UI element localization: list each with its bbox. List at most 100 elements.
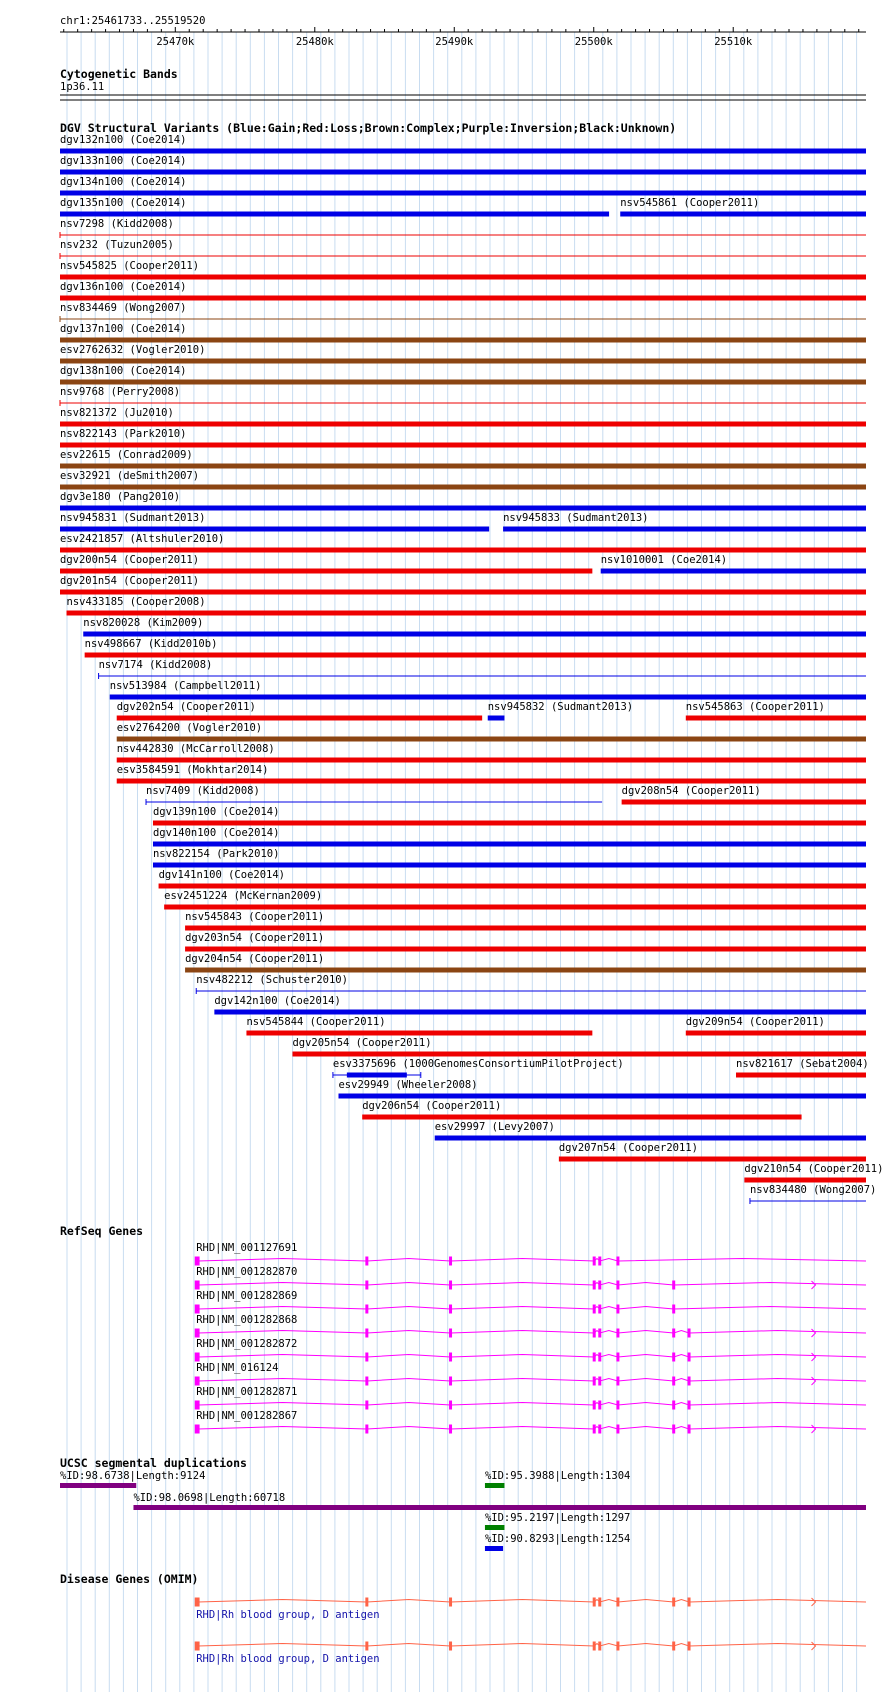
- variant-bar: [736, 1072, 866, 1078]
- variant-label: nsv1010001 (Coe2014): [601, 554, 727, 566]
- segdup-label: %ID:90.8293|Length:1254: [485, 1533, 630, 1545]
- variant-label: nsv513984 (Campbell2011): [110, 680, 262, 692]
- ruler-tick-label: 25480k: [296, 36, 335, 48]
- variant-bar-core: [346, 1072, 407, 1078]
- variant-bar: [685, 715, 866, 721]
- variant-label: dgv205n54 (Cooper2011): [292, 1037, 431, 1049]
- variant-bar: [158, 883, 867, 889]
- transcript-intron-line: [195, 1401, 867, 1406]
- variant-bar: [558, 1156, 866, 1162]
- variant-label: nsv545861 (Cooper2011): [620, 197, 759, 209]
- transcript-exon: [672, 1352, 676, 1362]
- variant-bar: [60, 421, 866, 427]
- transcript-exon: [592, 1304, 596, 1314]
- variant-bar: [620, 211, 866, 217]
- variant-bar: [60, 190, 866, 196]
- ruler-tick-label: 25470k: [156, 36, 195, 48]
- variant-label: nsv820028 (Kim2009): [83, 617, 203, 629]
- omim-gene-exon: [687, 1641, 691, 1651]
- variant-label: nsv7298 (Kidd2008): [60, 218, 174, 230]
- transcript-exon: [196, 1424, 200, 1434]
- variant-label: nsv498667 (Kidd2010b): [85, 638, 218, 650]
- variant-bar: [744, 1177, 866, 1183]
- transcript-exon: [616, 1376, 620, 1386]
- variant-bar: [109, 694, 866, 700]
- variant-label: dgv136n100 (Coe2014): [60, 281, 186, 293]
- variant-bar: [60, 358, 866, 364]
- segdup-label: %ID:95.3988|Length:1304: [485, 1470, 630, 1482]
- transcript-exon: [194, 1328, 198, 1338]
- variant-label: dgv210n54 (Cooper2011): [744, 1163, 883, 1175]
- variant-bar: [621, 799, 866, 805]
- variant-label: esv2764200 (Vogler2010): [117, 722, 262, 734]
- variant-bar: [116, 757, 867, 763]
- transcript-exon: [194, 1256, 198, 1266]
- variant-bar: [185, 967, 866, 973]
- grid-lines: [66, 32, 858, 1692]
- variant-label: nsv822143 (Park2010): [60, 428, 186, 440]
- variant-label: esv22615 (Conrad2009): [60, 449, 193, 461]
- variant-label: nsv545825 (Cooper2011): [60, 260, 199, 272]
- transcript-label: RHD|NM_001127691: [196, 1242, 297, 1254]
- transcript-exon: [672, 1376, 676, 1386]
- omim-gene-exon: [449, 1641, 453, 1651]
- transcript-exon: [592, 1256, 596, 1266]
- variant-label: dgv209n54 (Cooper2011): [686, 1016, 825, 1028]
- variant-label: esv3584591 (Mokhtar2014): [117, 764, 269, 776]
- variant-label: nsv822154 (Park2010): [153, 848, 279, 860]
- transcript-exon: [672, 1280, 676, 1290]
- transcript-exon: [598, 1328, 602, 1338]
- omim-gene-exon: [687, 1597, 691, 1607]
- variant-label: nsv834469 (Wong2007): [60, 302, 186, 314]
- transcript-exon: [616, 1328, 620, 1338]
- variant-label: dgv200n54 (Cooper2011): [60, 554, 199, 566]
- transcript-exon: [616, 1280, 620, 1290]
- transcript-exon: [196, 1328, 200, 1338]
- transcript-strand-arrow: [811, 1352, 817, 1362]
- cytogenetic-bands-track: Cytogenetic Bands 1p36.11: [60, 67, 866, 101]
- variant-label: dgv132n100 (Coe2014): [60, 134, 186, 146]
- variant-label: nsv821372 (Ju2010): [60, 407, 174, 419]
- transcript-exon: [687, 1376, 691, 1386]
- omim-gene-exon: [672, 1641, 676, 1651]
- omim-gene-exon: [616, 1641, 620, 1651]
- transcript-strand-arrow: [811, 1376, 817, 1386]
- variant-label: esv2762632 (Vogler2010): [60, 344, 205, 356]
- variant-label: nsv945832 (Sudmant2013): [488, 701, 633, 713]
- variant-bar: [362, 1114, 802, 1120]
- transcript-exon: [365, 1400, 369, 1410]
- variant-label: dgv137n100 (Coe2014): [60, 323, 186, 335]
- variant-label: nsv232 (Tuzun2005): [60, 239, 174, 251]
- transcript-exon: [196, 1256, 200, 1266]
- variant-label: dgv204n54 (Cooper2011): [185, 953, 324, 965]
- variant-label: dgv206n54 (Cooper2011): [362, 1100, 501, 1112]
- omim-track-title: Disease Genes (OMIM): [60, 1572, 198, 1586]
- transcript-exon: [592, 1376, 596, 1386]
- variant-bar: [338, 1093, 866, 1099]
- variant-bar: [60, 169, 866, 175]
- omim-gene-intron-line: [195, 1642, 867, 1647]
- coordinate-ruler: chr1:25461733..25519520 25470k 25480k 2549…: [60, 15, 866, 48]
- variant-label: dgv133n100 (Coe2014): [60, 155, 186, 167]
- variant-label: dgv207n54 (Cooper2011): [559, 1142, 698, 1154]
- variant-bar: [60, 589, 866, 595]
- variant-bar: [116, 715, 483, 721]
- transcript-intron-line: [195, 1377, 867, 1382]
- transcript-exon: [449, 1280, 453, 1290]
- variant-bar: [60, 337, 866, 343]
- transcript-exon: [194, 1280, 198, 1290]
- transcript-exon: [598, 1280, 602, 1290]
- transcript-exon: [194, 1376, 198, 1386]
- transcript-exon: [687, 1352, 691, 1362]
- transcript-exon: [592, 1280, 596, 1290]
- variant-label: nsv545843 (Cooper2011): [185, 911, 324, 923]
- transcript-exon: [616, 1352, 620, 1362]
- variant-label: nsv433185 (Cooper2008): [67, 596, 206, 608]
- variant-label: nsv834480 (Wong2007): [750, 1184, 876, 1196]
- omim-gene-exon: [672, 1597, 676, 1607]
- segdup-label: %ID:98.6738|Length:9124: [60, 1470, 205, 1482]
- transcript-exon: [592, 1400, 596, 1410]
- variant-bar: [60, 379, 866, 385]
- transcript-intron-line: [195, 1353, 867, 1358]
- variant-bar: [164, 904, 867, 910]
